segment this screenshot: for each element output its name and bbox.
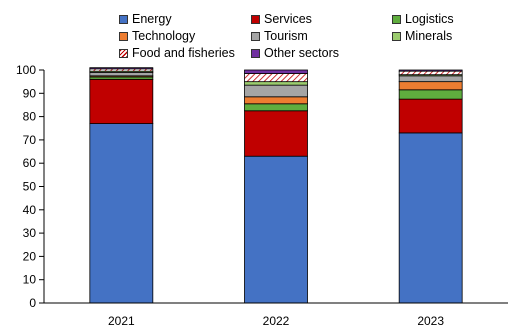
legend-label-energy: Energy xyxy=(132,12,172,26)
x-tick-label-2022: 2022 xyxy=(263,314,290,328)
bar-segment-food-and-fisheries-2022 xyxy=(244,73,308,83)
bar-segment-other-sectors-2021 xyxy=(89,67,154,70)
legend-item-food-and-fisheries: Food and fisheries xyxy=(119,46,235,60)
legend-label-food-and-fisheries: Food and fisheries xyxy=(132,46,235,60)
legend-swatch-food-and-fisheries xyxy=(119,48,128,58)
legend-item-energy: Energy xyxy=(119,12,172,26)
bar-segment-technology-2022 xyxy=(244,96,308,105)
y-tick-label: 20 xyxy=(23,249,37,263)
y-tick-label: 100 xyxy=(16,63,36,77)
bar-segment-tourism-2022 xyxy=(244,84,308,98)
legend-item-logistics: Logistics xyxy=(392,12,454,26)
y-tick-label: 90 xyxy=(23,86,37,100)
legend-swatch-minerals xyxy=(392,31,401,41)
y-tick-label: 0 xyxy=(29,296,36,310)
legend-label-logistics: Logistics xyxy=(405,12,454,26)
x-tick-label-2023: 2023 xyxy=(417,314,444,328)
legend-label-minerals: Minerals xyxy=(405,29,453,43)
y-tick-label: 60 xyxy=(23,156,37,170)
bar-segment-logistics-2023 xyxy=(398,89,463,100)
bar-segment-services-2022 xyxy=(244,110,308,157)
x-axis-ticks: 2021 2022 2023 xyxy=(108,314,444,328)
bar-segment-minerals-2022 xyxy=(244,81,308,86)
legend-swatch-technology xyxy=(119,31,128,41)
y-tick-label: 10 xyxy=(23,273,37,287)
legend-label-tourism: Tourism xyxy=(264,29,308,43)
bar-stacks xyxy=(89,67,463,304)
bar-segment-services-2021 xyxy=(89,78,154,124)
legend-item-other-sectors: Other sectors xyxy=(251,46,339,60)
bar-segment-other-sectors-2022 xyxy=(244,69,308,74)
bar-segment-energy-2023 xyxy=(398,132,463,304)
x-tick-label-2021: 2021 xyxy=(108,314,135,328)
bar-segment-other-sectors-2023 xyxy=(398,69,463,72)
y-tick-label: 70 xyxy=(23,133,37,147)
legend-swatch-logistics xyxy=(392,14,401,24)
y-tick-label: 40 xyxy=(23,203,37,217)
legend-label-services: Services xyxy=(264,12,312,26)
axes xyxy=(43,70,508,304)
bar-segment-logistics-2022 xyxy=(244,103,308,112)
y-axis-ticks: 0 10 20 30 40 50 60 70 80 90 100 xyxy=(16,63,44,310)
chart-legend: Energy Services Logistics Technology Tou… xyxy=(0,0,512,62)
y-tick-label: 80 xyxy=(23,110,37,124)
legend-swatch-other-sectors xyxy=(251,48,260,58)
bar-segment-food-and-fisheries-2023 xyxy=(398,70,463,76)
legend-item-services: Services xyxy=(251,12,312,26)
y-tick-label: 30 xyxy=(23,226,37,240)
legend-swatch-services xyxy=(251,14,260,24)
y-tick-label: 50 xyxy=(23,180,37,194)
bar-segment-energy-2021 xyxy=(89,123,154,304)
bar-segment-tourism-2023 xyxy=(398,75,463,83)
bar-segment-energy-2022 xyxy=(244,155,308,304)
legend-label-other-sectors: Other sectors xyxy=(264,46,340,60)
legend-item-technology: Technology xyxy=(119,29,195,43)
legend-label-technology: Technology xyxy=(132,29,196,43)
bar-segment-services-2023 xyxy=(398,98,463,134)
legend-item-tourism: Tourism xyxy=(251,29,308,43)
bar-segment-technology-2023 xyxy=(398,81,463,91)
legend-swatch-tourism xyxy=(251,31,260,41)
legend-item-minerals: Minerals xyxy=(392,29,452,43)
legend-swatch-energy xyxy=(119,14,128,24)
bar-segment-tourism-2021 xyxy=(89,71,154,77)
